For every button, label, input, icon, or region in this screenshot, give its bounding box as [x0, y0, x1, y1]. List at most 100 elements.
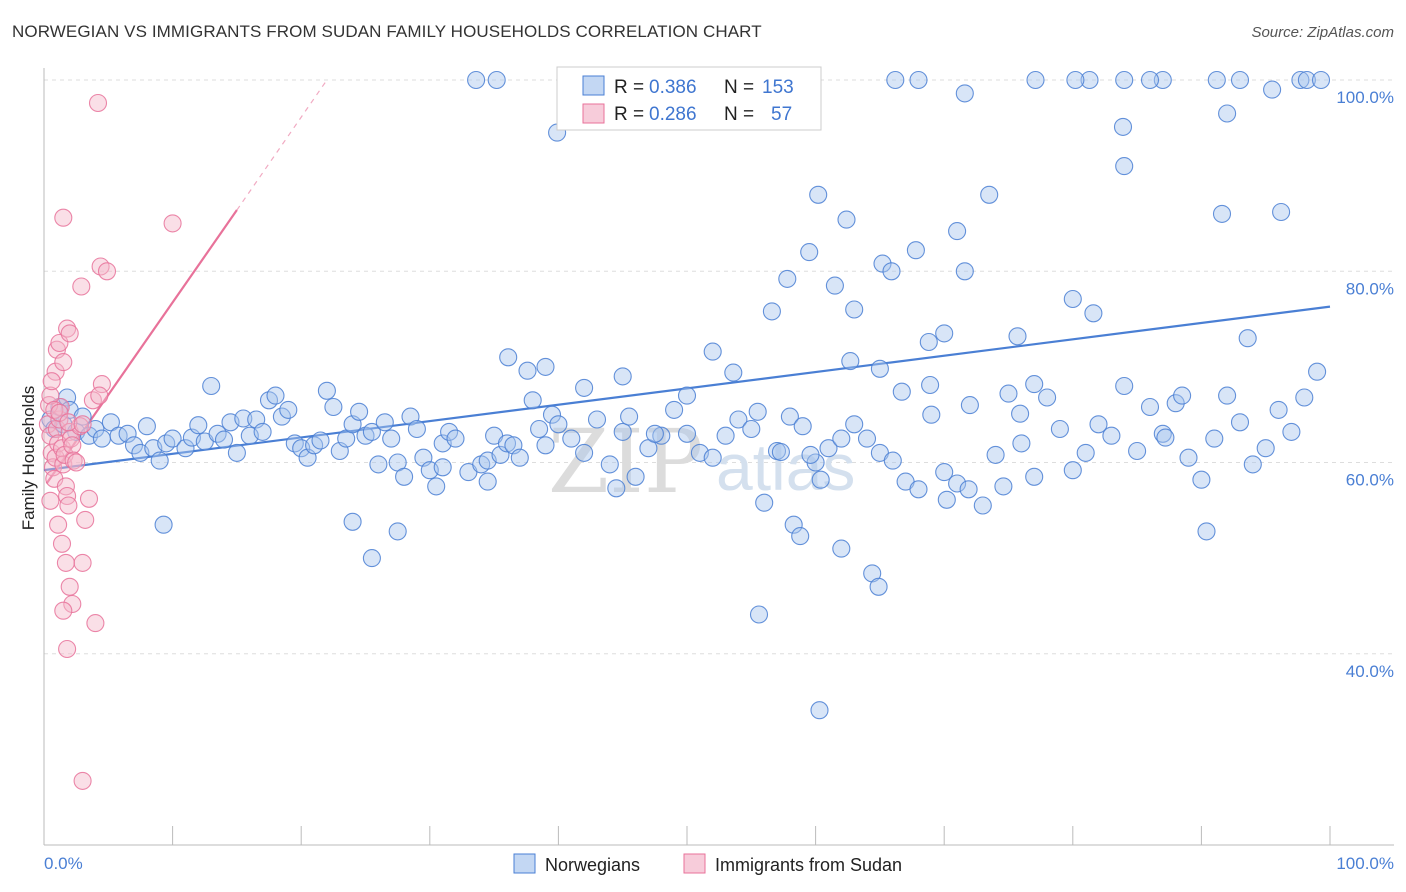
point-sudan-39	[86, 614, 105, 633]
point-norwegians-62	[440, 422, 459, 441]
point-sudan-43	[90, 386, 109, 405]
point-norwegians-153	[1025, 375, 1044, 394]
point-sudan-19	[64, 451, 83, 470]
point-norwegians-124	[1140, 397, 1160, 417]
point-norwegians-210	[724, 363, 743, 382]
point-norwegians-51	[369, 455, 388, 474]
point-norwegians-63	[446, 429, 465, 448]
point-norwegians-116	[1038, 388, 1057, 407]
point-sudan-53	[50, 403, 69, 422]
point-sudan-26	[58, 319, 77, 338]
series-legend-swatch-sudan	[683, 853, 706, 874]
point-sudan-35	[54, 601, 73, 620]
point-norwegians-78	[575, 443, 594, 462]
point-sudan-47	[72, 277, 91, 296]
point-norwegians-196	[154, 515, 173, 534]
point-norwegians-91	[716, 426, 735, 445]
point-norwegians-13	[118, 424, 137, 443]
point-sudan-50	[73, 771, 92, 790]
point-norwegians-115	[1025, 467, 1044, 486]
point-norwegians-80	[600, 455, 619, 474]
point-norwegians-102	[857, 429, 877, 448]
point-norwegians-136	[1295, 388, 1314, 407]
point-sudan-56	[73, 415, 92, 434]
point-norwegians-211	[748, 402, 767, 421]
y-tick-label-3: 100.0%	[1336, 88, 1394, 107]
point-norwegians-173	[749, 605, 769, 624]
point-norwegians-21	[176, 439, 195, 458]
point-norwegians-84	[626, 467, 645, 486]
point-sudan-34	[63, 594, 82, 614]
point-norwegians-110	[960, 396, 979, 415]
point-norwegians-178	[1115, 70, 1134, 90]
point-norwegians-27	[214, 430, 234, 449]
point-sudan-22	[46, 362, 65, 381]
point-sudan-32	[56, 553, 75, 572]
point-norwegians-14	[124, 436, 144, 455]
point-norwegians-192	[1140, 70, 1160, 90]
point-norwegians-25	[202, 376, 221, 396]
point-norwegians-30	[234, 409, 253, 428]
point-sudan-46	[97, 262, 117, 281]
point-norwegians-191	[1066, 70, 1085, 90]
point-norwegians-126	[1166, 394, 1185, 413]
point-norwegians-137	[1308, 362, 1327, 381]
point-norwegians-212	[771, 442, 790, 462]
legend-r-label-norwegians: R =	[614, 77, 644, 98]
point-norwegians-216	[870, 359, 889, 378]
point-norwegians-109	[948, 474, 967, 493]
point-norwegians-156	[1156, 428, 1175, 447]
point-sudan-28	[42, 372, 61, 391]
series-legend-label-norwegians: Norwegians	[545, 855, 640, 875]
y-tick-labels: 40.0% 60.0% 80.0% 100.0%	[1336, 88, 1394, 681]
trend-lines	[43, 79, 1331, 485]
point-norwegians-44	[324, 397, 343, 417]
point-norwegians-169	[810, 701, 829, 720]
point-norwegians-120	[1089, 415, 1108, 434]
point-norwegians-185	[909, 70, 928, 90]
point-norwegians-94	[755, 493, 774, 512]
point-norwegians-60	[427, 477, 446, 496]
point-norwegians-208	[677, 386, 697, 405]
point-norwegians-76	[549, 415, 568, 434]
series-legend-swatch-norwegians	[513, 853, 536, 874]
point-norwegians-188	[1115, 157, 1134, 176]
point-norwegians-81	[607, 479, 626, 498]
point-norwegians-149	[948, 222, 967, 241]
point-sudan-38	[79, 489, 99, 508]
point-norwegians-194	[1263, 80, 1282, 99]
point-sudan-15	[59, 496, 78, 515]
legend-r-label-sudan: R =	[614, 104, 644, 125]
point-norwegians-69	[497, 434, 517, 453]
watermark: ZIP atlas	[548, 410, 855, 513]
point-norwegians-74	[536, 436, 555, 455]
point-norwegians-175	[994, 477, 1013, 496]
point-norwegians-218	[921, 375, 940, 395]
legend-swatch-norwegians	[582, 75, 605, 96]
point-norwegians-148	[906, 241, 925, 260]
point-norwegians-87	[665, 400, 684, 419]
point-norwegians-200	[433, 458, 452, 477]
point-norwegians-139	[487, 70, 506, 90]
point-norwegians-12	[109, 426, 128, 445]
point-norwegians-165	[935, 324, 954, 343]
legend-r-value-sudan: 0.286	[649, 104, 697, 125]
point-sudan-44	[54, 208, 73, 227]
point-norwegians-72	[523, 391, 542, 410]
point-norwegians-93	[742, 419, 761, 439]
y-tick-label-2: 80.0%	[1346, 279, 1394, 298]
grid-lines	[44, 79, 1394, 655]
point-norwegians-86	[652, 426, 671, 445]
point-norwegians-206	[613, 367, 632, 386]
point-norwegians-99	[819, 439, 838, 458]
point-norwegians-71	[510, 448, 529, 467]
point-norwegians-11	[101, 413, 120, 432]
point-norwegians-205	[575, 378, 594, 397]
point-sudan-37	[73, 553, 92, 572]
chart-source: Source: ZipAtlas.com	[1251, 24, 1394, 41]
point-norwegians-215	[841, 352, 860, 371]
point-norwegians-35	[266, 386, 285, 405]
point-norwegians-186	[955, 84, 974, 103]
point-norwegians-220	[1011, 404, 1030, 423]
point-norwegians-152	[1008, 327, 1027, 346]
